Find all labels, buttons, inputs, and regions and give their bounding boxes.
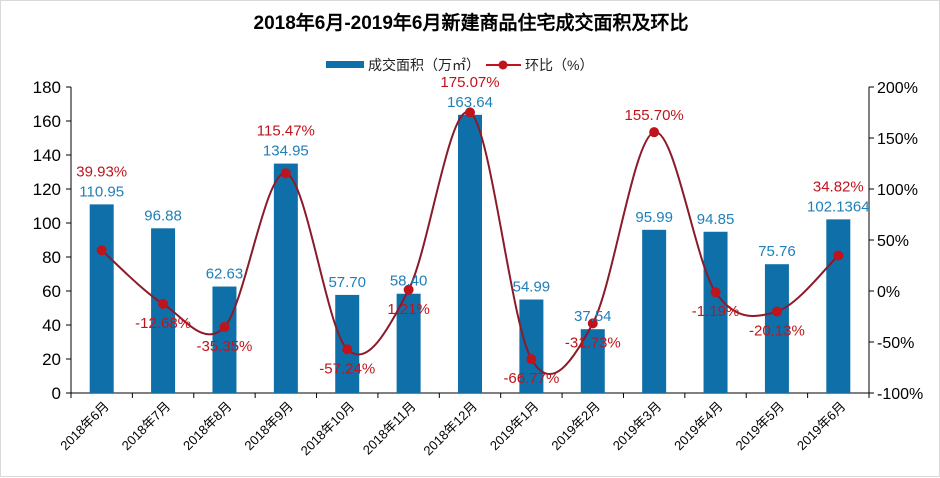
legend-line-marker: [498, 60, 508, 70]
right-tick-label: 50%: [877, 233, 909, 250]
legend-bar-swatch: [326, 61, 364, 68]
x-tick-label: 2019年3月: [610, 399, 665, 454]
ratio-label: 115.47%: [257, 123, 315, 140]
ratio-marker: [96, 245, 107, 256]
bar-label: 94.85: [697, 211, 735, 228]
right-tick-label: -100%: [877, 386, 923, 403]
bar-label: 62.63: [206, 266, 244, 283]
ratio-label: -35.35%: [197, 338, 253, 355]
x-tick-label: 2019年5月: [732, 399, 787, 454]
bar: [519, 299, 544, 393]
bar-label: 163.64: [447, 94, 493, 111]
bar-label: 58.40: [390, 273, 428, 290]
x-tick-label: 2019年4月: [671, 399, 726, 454]
bar: [826, 219, 851, 393]
ratio-label: 1.21%: [387, 301, 430, 318]
bar-label: 37.54: [574, 308, 612, 325]
bar-label: 96.88: [144, 207, 182, 224]
ratio-label: -31.73%: [565, 334, 621, 351]
bar: [212, 286, 237, 393]
ratio-label: 34.82%: [813, 178, 864, 195]
ratio-label: -1.19%: [692, 303, 740, 320]
ratio-label: -66.77%: [503, 370, 559, 387]
bar: [703, 231, 728, 393]
bar: [396, 293, 421, 393]
right-tick-label: 0%: [877, 284, 900, 301]
x-tick-label: 2019年1月: [487, 399, 542, 454]
left-tick-label: 120: [33, 180, 61, 199]
ratio-marker: [710, 287, 721, 298]
ratio-marker: [219, 322, 230, 333]
ratio-label: 39.93%: [76, 163, 127, 180]
ratio-marker: [342, 344, 353, 355]
chart-title: 2018年6月-2019年6月新建商品住宅成交面积及环比: [254, 11, 689, 34]
bar-label: 95.99: [635, 209, 673, 226]
x-tick-label: 2019年2月: [548, 399, 603, 454]
right-tick-label: 200%: [877, 80, 918, 97]
bar: [580, 329, 605, 393]
x-tick-label: 2018年11月: [360, 399, 419, 458]
right-tick-label: -50%: [877, 335, 914, 352]
bar: [764, 264, 789, 393]
right-tick-label: 100%: [877, 182, 918, 199]
ratio-marker: [526, 354, 537, 365]
ratio-marker: [771, 306, 782, 317]
ratio-label: 155.70%: [625, 107, 684, 124]
bar-label: 75.76: [758, 243, 796, 260]
legend-line-label: 环比（%）: [525, 57, 593, 73]
bar: [458, 114, 482, 393]
left-tick-label: 180: [33, 78, 61, 97]
ratio-label: -57.24%: [319, 360, 375, 377]
ratio-label: -12.68%: [135, 315, 191, 332]
x-tick-label: 2019年6月: [794, 399, 849, 454]
x-tick-label: 2018年6月: [57, 399, 112, 454]
ratio-marker: [465, 107, 475, 118]
left-tick-label: 160: [33, 112, 61, 131]
ratio-label: -20.13%: [749, 323, 805, 340]
right-tick-label: 150%: [877, 131, 918, 148]
bar-label: 102.1364: [807, 198, 870, 215]
bar-label: 110.95: [79, 183, 124, 200]
ratio-label: 175.07%: [440, 74, 499, 91]
ratio-marker: [158, 298, 169, 309]
bar: [335, 294, 360, 393]
left-tick-label: 40: [42, 316, 61, 335]
bar-label: 134.95: [263, 143, 309, 160]
x-tick-label: 2018年8月: [180, 399, 235, 454]
ratio-marker: [587, 318, 598, 329]
ratio-marker: [649, 127, 660, 138]
ratio-marker: [403, 284, 414, 295]
left-tick-label: 100: [33, 214, 61, 233]
bar: [642, 229, 667, 393]
left-tick-label: 60: [42, 282, 61, 301]
left-tick-label: 20: [42, 350, 61, 369]
x-tick-label: 2018年7月: [119, 399, 174, 454]
left-tick-label: 140: [33, 146, 61, 165]
ratio-marker: [833, 250, 844, 261]
bar-label: 54.99: [513, 279, 551, 296]
bar-label: 57.70: [328, 274, 366, 291]
left-tick-label: 0: [52, 384, 61, 403]
left-tick-label: 80: [42, 248, 61, 267]
x-tick-label: 2018年10月: [298, 399, 358, 459]
x-tick-label: 2018年9月: [241, 399, 296, 454]
bar: [89, 204, 114, 393]
x-tick-label: 2018年12月: [420, 399, 480, 459]
legend-bar-label: 成交面积（万㎡）: [368, 57, 480, 73]
ratio-marker: [280, 168, 291, 179]
bar: [273, 163, 298, 393]
